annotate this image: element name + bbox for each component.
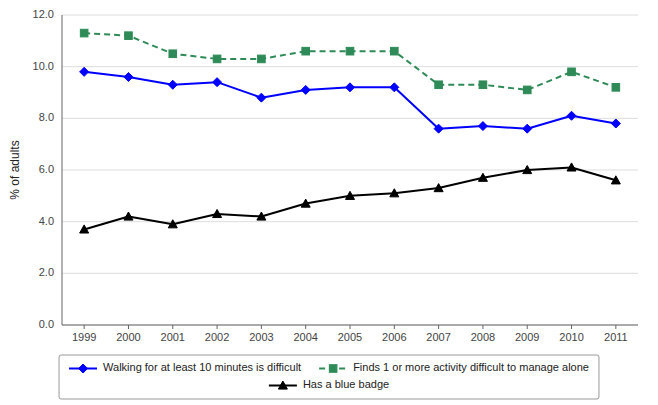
x-tick (305, 325, 306, 329)
data-point (302, 47, 310, 55)
data-point (611, 119, 620, 128)
y-tick-label: 4.0 (39, 215, 54, 227)
y-tick-label: 0.0 (39, 318, 54, 330)
x-tick-label: 2009 (515, 331, 539, 343)
y-axis-line (62, 15, 63, 325)
x-tick-label: 2000 (116, 331, 140, 343)
x-tick-label: 2005 (338, 331, 362, 343)
legend: Walking for at least 10 minutes is diffi… (59, 355, 599, 399)
grid-line (62, 273, 638, 274)
grid-line (62, 170, 638, 171)
x-tick (261, 325, 262, 329)
x-tick (394, 325, 395, 329)
data-point (257, 212, 266, 220)
data-point (434, 124, 443, 133)
data-point (213, 209, 222, 217)
data-point (523, 166, 532, 174)
legend-label: Walking for at least 10 minutes is diffi… (103, 361, 301, 373)
data-point (434, 184, 443, 192)
legend-label: Finds 1 or more activity difficult to ma… (353, 361, 589, 373)
data-point (124, 73, 133, 82)
data-point (168, 80, 177, 89)
data-point (346, 191, 355, 199)
series-line (84, 167, 616, 229)
data-point (390, 189, 399, 197)
data-point (523, 86, 531, 94)
data-point (168, 220, 177, 228)
data-point (346, 83, 355, 92)
data-point (301, 85, 310, 94)
y-tick-label: 10.0 (33, 60, 54, 72)
x-tick (482, 325, 483, 329)
y-tick-label: 8.0 (39, 111, 54, 123)
legend-marker (79, 364, 88, 373)
x-tick (172, 325, 173, 329)
x-tick-label: 2006 (382, 331, 406, 343)
data-point (80, 225, 89, 233)
data-point (390, 83, 399, 92)
x-tick-label: 2007 (426, 331, 450, 343)
x-tick (84, 325, 85, 329)
x-tick-label: 2001 (161, 331, 185, 343)
series-line (84, 33, 616, 90)
data-point (258, 55, 266, 63)
x-tick (438, 325, 439, 329)
chart: 0.0 2.0 4.0 6.0 8.0 10.0 12.0 1999 2000 2001 2002 2… (0, 0, 658, 405)
x-tick (217, 325, 218, 329)
x-tick-label: 2002 (205, 331, 229, 343)
data-point (169, 50, 177, 58)
data-point (391, 47, 399, 55)
data-point (523, 124, 532, 133)
data-point (479, 81, 487, 89)
x-tick-label: 1999 (72, 331, 96, 343)
data-point (257, 93, 266, 102)
data-point (301, 199, 310, 207)
data-point (346, 47, 354, 55)
y-tick-label: 6.0 (39, 163, 54, 175)
x-tick-label: 2003 (249, 331, 273, 343)
data-point (568, 68, 576, 76)
y-tick-label: 12.0 (33, 8, 54, 20)
data-point (567, 163, 576, 171)
axes: 0.0 2.0 4.0 6.0 8.0 10.0 12.0 1999 2000 2001 2002 2… (8, 8, 638, 343)
data-point (612, 84, 620, 92)
data-point (478, 173, 487, 181)
x-tick-label: 2010 (559, 331, 583, 343)
data-point (124, 212, 133, 220)
data-point (435, 81, 443, 89)
data-point (478, 122, 487, 131)
series-line (84, 72, 616, 129)
x-tick-label: 2008 (471, 331, 495, 343)
x-tick (527, 325, 528, 329)
y-axis-label: % of adults (8, 140, 22, 199)
grid-line (62, 221, 638, 222)
grid-line (62, 118, 638, 119)
legend-box (59, 355, 599, 399)
data-point (80, 67, 89, 76)
data-point (213, 55, 221, 63)
legend-item: Has a blue badge (269, 378, 389, 390)
grid-line (62, 66, 638, 67)
legend-marker (278, 381, 287, 389)
legend-label: Has a blue badge (303, 378, 389, 390)
x-tick (571, 325, 572, 329)
grid-line (62, 15, 638, 16)
data-point (567, 111, 576, 120)
legend-marker (329, 365, 337, 373)
data-point (213, 78, 222, 87)
background (0, 0, 658, 405)
x-tick-label: 2011 (604, 331, 628, 343)
y-tick-label: 2.0 (39, 266, 54, 278)
data-point (80, 29, 88, 37)
data-point (125, 32, 133, 40)
x-tick (615, 325, 616, 329)
x-tick (128, 325, 129, 329)
plot-area (80, 29, 621, 233)
legend-item: Walking for at least 10 minutes is diffi… (69, 361, 301, 373)
data-point (611, 176, 620, 184)
x-tick-label: 2004 (293, 331, 317, 343)
x-tick (350, 325, 351, 329)
legend-item: Finds 1 or more activity difficult to ma… (319, 361, 589, 373)
